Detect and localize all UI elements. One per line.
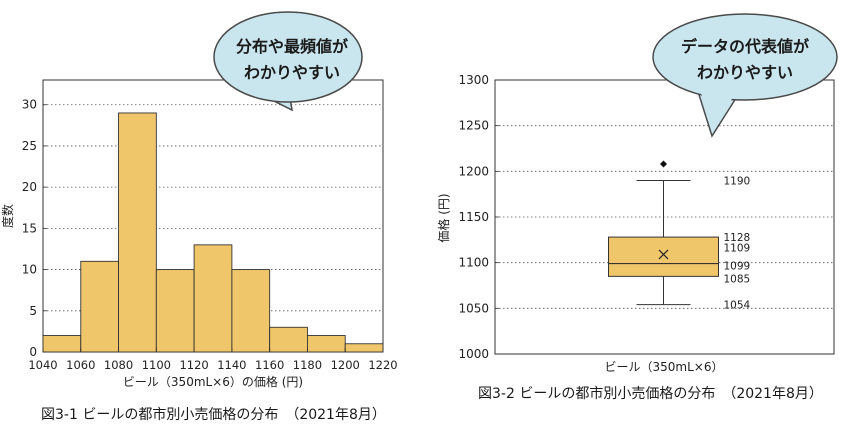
histogram-x-tick-label: 1080 [104, 358, 133, 372]
histogram-y-tick-label: 30 [22, 98, 37, 112]
histogram-y-tick-label: 20 [22, 180, 37, 194]
boxplot-y-tick-label: 1300 [458, 73, 489, 87]
callout-left-line-1: 分布や最頻値が [236, 37, 348, 56]
callout-right-line-2: わかりやすい [697, 63, 793, 82]
callout-right-ellipse [652, 13, 838, 101]
boxplot-y-tick-label: 1250 [458, 119, 489, 133]
boxplot-y-axis-label: 価格 (円) [436, 193, 451, 242]
callout-left-ellipse [213, 11, 363, 103]
boxplot-label-lower-whisker: 1054 [724, 300, 751, 312]
histogram-caption: 図3-1 ビールの都市別小売価格の分布 （2021年8月） [41, 407, 386, 423]
histogram-bar [118, 112, 157, 353]
boxplot-label-mean: 1109 [724, 242, 751, 254]
boxplot-label-upper-whisker: 1190 [724, 175, 751, 187]
boxplot-y-tick-label: 1000 [458, 347, 489, 361]
histogram-x-axis-label: ビール（350mL×6）の価格 (円) [123, 374, 303, 389]
boxplot-label-q3: 1128 [724, 232, 751, 244]
histogram-chart: 0 5 10 15 20 25 30 1040 1060 1080 1100 1120 1140 116… [0, 79, 398, 389]
histogram-x-tick-label: 1060 [66, 358, 95, 372]
histogram-y-tick-label: 10 [22, 263, 37, 277]
histogram-x-tick-label: 1100 [142, 358, 171, 372]
histogram-x-tick-label: 1220 [368, 358, 397, 372]
boxplot-box [608, 236, 719, 277]
boxplot-chart: 1000 1050 1100 1150 1200 1250 1300 1190 1128110… [436, 73, 835, 374]
histogram-y-tick-label: 25 [22, 139, 37, 153]
histogram-bar [231, 269, 271, 353]
callout-left-line-2: わかりやすい [244, 63, 340, 82]
histogram-bar [344, 343, 384, 353]
boxplot-category-label: ビール（350mL×6） [605, 360, 724, 374]
boxplot-mean-marker [658, 249, 669, 260]
callout-right-line-1: データの代表値が [681, 37, 809, 56]
histogram-bar [306, 335, 346, 353]
histogram-y-tick-label: 0 [29, 345, 37, 359]
boxplot-outlier-point [660, 160, 667, 168]
histogram-y-tick-label: 5 [29, 304, 37, 318]
boxplot-y-tick-label: 1150 [458, 210, 489, 224]
callout-bubble-right: データの代表値が わかりやすい [652, 13, 838, 138]
histogram-bar [269, 326, 308, 353]
histogram-x-tick-label: 1200 [331, 358, 360, 372]
histogram-x-tick-label: 1140 [217, 358, 246, 372]
boxplot-y-tick-label: 1050 [458, 301, 489, 315]
boxplot-y-tick-label: 1200 [458, 164, 489, 178]
histogram-x-tick-label: 1120 [179, 358, 208, 372]
histogram-x-tick-label: 1180 [293, 358, 322, 372]
histogram-y-axis-label: 度数 [0, 204, 15, 228]
boxplot-caption: 図3-2 ビールの都市別小売価格の分布 （2021年8月） [478, 386, 823, 402]
histogram-x-tick-label: 1160 [255, 358, 284, 372]
boxplot-y-tick-label: 1100 [458, 256, 489, 270]
boxplot-label-median: 1099 [724, 261, 751, 273]
histogram-y-tick-label: 15 [22, 221, 37, 235]
histogram-bar [155, 269, 195, 353]
histogram-bar [80, 260, 120, 353]
histogram-bar [193, 244, 233, 353]
histogram-x-tick-label: 1040 [28, 358, 57, 372]
callout-bubble-left: 分布や最頻値が わかりやすい [213, 11, 363, 112]
histogram-bar [42, 335, 82, 353]
boxplot-label-q1: 1085 [724, 273, 751, 285]
